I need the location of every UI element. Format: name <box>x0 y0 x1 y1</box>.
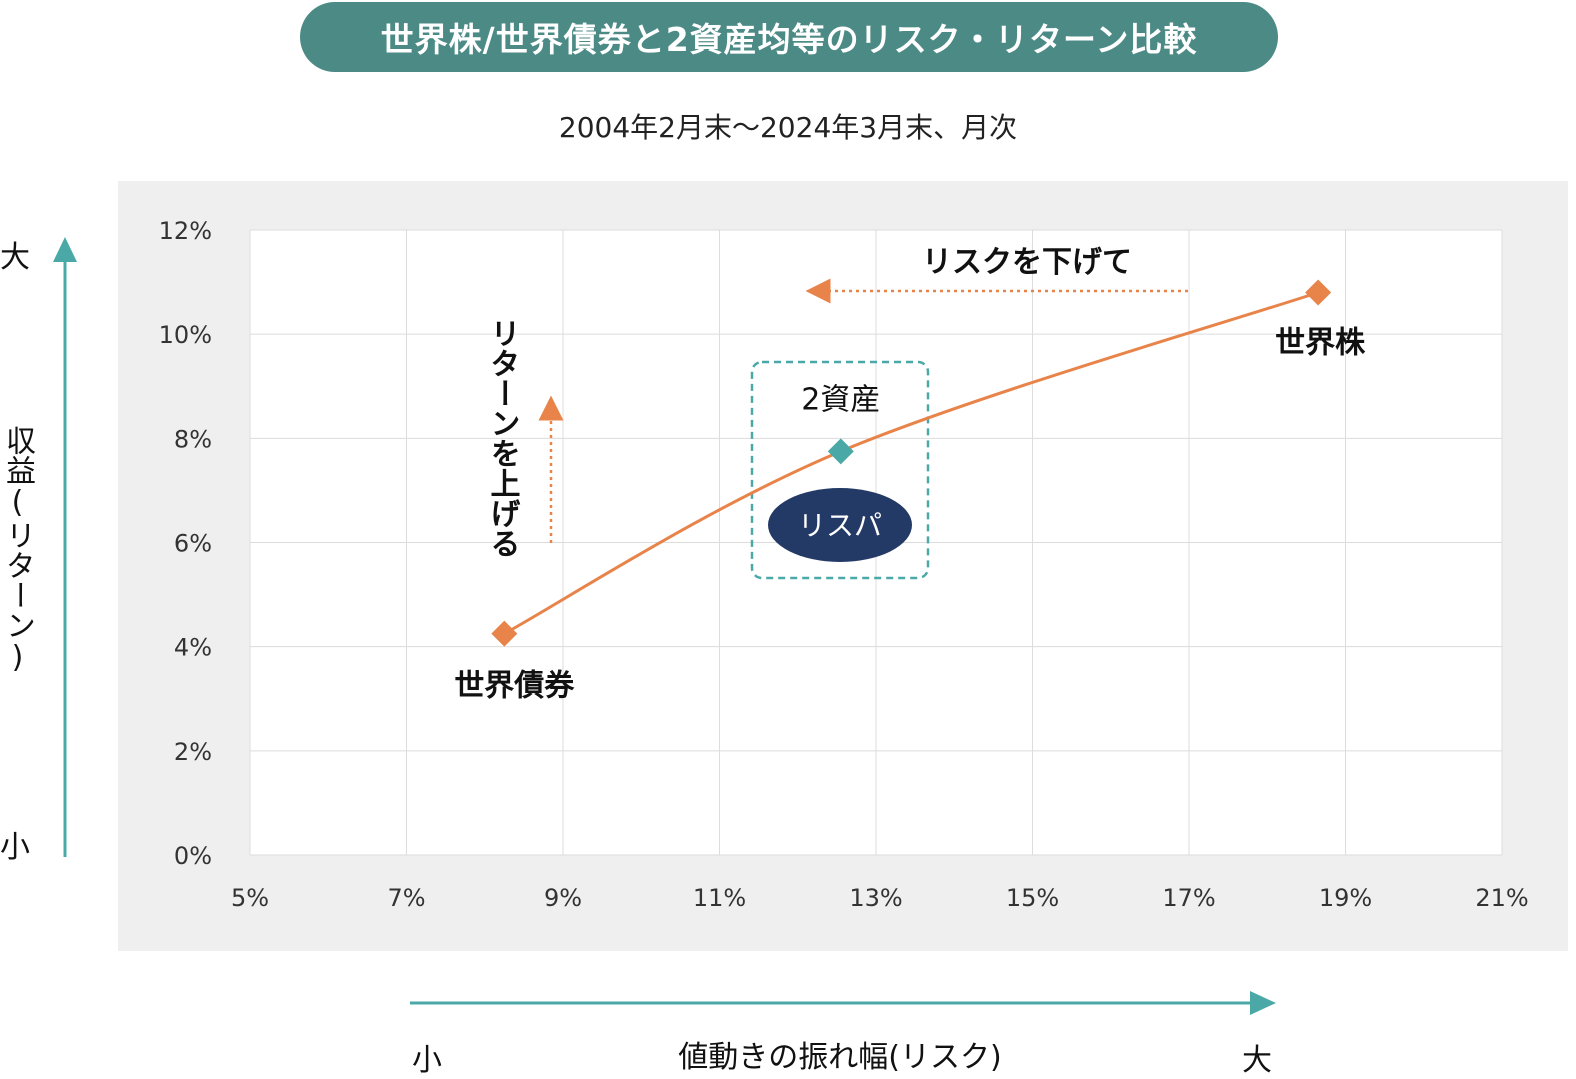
data-point-marker <box>491 620 518 647</box>
rispa-badge <box>768 488 912 562</box>
y-axis-bottom-label: 小 <box>0 830 30 865</box>
data-points: 世界債券 2資産 世界株 <box>454 279 1366 704</box>
y-tick-label: 12% <box>159 217 212 245</box>
rispa-badge-label: リスパ <box>798 509 882 542</box>
chart-title: 世界株/世界債券と2資産均等のリスク・リターン比較 <box>300 2 1278 72</box>
y-tick-label: 0% <box>174 842 212 870</box>
y-axis-arrowhead <box>53 237 77 262</box>
x-axis-right-label: 大 <box>1242 1043 1272 1078</box>
x-tick-label: 15% <box>1006 884 1059 912</box>
risk-return-curve <box>503 291 1319 635</box>
x-tick-label: 13% <box>849 884 902 912</box>
return-up-label: リターンを上げる <box>485 318 520 558</box>
risk-down-label: リスクを下げて <box>922 245 1132 280</box>
data-point-label: 世界債券 <box>454 669 575 704</box>
x-tick-label: 21% <box>1475 884 1528 912</box>
x-axis-arrowhead <box>1250 991 1276 1015</box>
x-tick-label: 17% <box>1162 884 1215 912</box>
x-tick-label: 9% <box>544 884 582 912</box>
y-tick-label: 8% <box>174 425 212 453</box>
x-tick-label: 11% <box>693 884 746 912</box>
x-axis-left-label: 小 <box>412 1043 442 1078</box>
y-tick-label: 6% <box>174 530 212 558</box>
grid <box>249 229 1503 856</box>
x-ticks: 5% 7% 9% 11% 13% 15% 17% 19% 21% <box>231 884 1529 912</box>
y-tick-label: 2% <box>174 738 212 766</box>
data-point-marker <box>1305 279 1332 306</box>
x-tick-label: 19% <box>1319 884 1372 912</box>
data-point-marker <box>827 438 854 465</box>
y-tick-label: 4% <box>174 634 212 662</box>
data-point-label: 2資産 <box>801 382 880 417</box>
chart-subtitle: 2004年2月末～2024年3月末、月次 <box>558 111 1018 144</box>
two-asset-box <box>750 360 930 580</box>
y-axis-top-label: 大 <box>0 240 30 275</box>
x-axis-title: 値動きの振れ幅(リスク) <box>678 1040 1002 1075</box>
data-point-label: 世界株 <box>1275 326 1366 361</box>
y-ticks: 0% 2% 4% 6% 8% 10% 12% <box>159 217 212 870</box>
y-tick-label: 10% <box>159 321 212 349</box>
x-tick-label: 7% <box>387 884 425 912</box>
y-axis-title: 収益(リターン) <box>0 425 35 675</box>
x-tick-label: 5% <box>231 884 269 912</box>
